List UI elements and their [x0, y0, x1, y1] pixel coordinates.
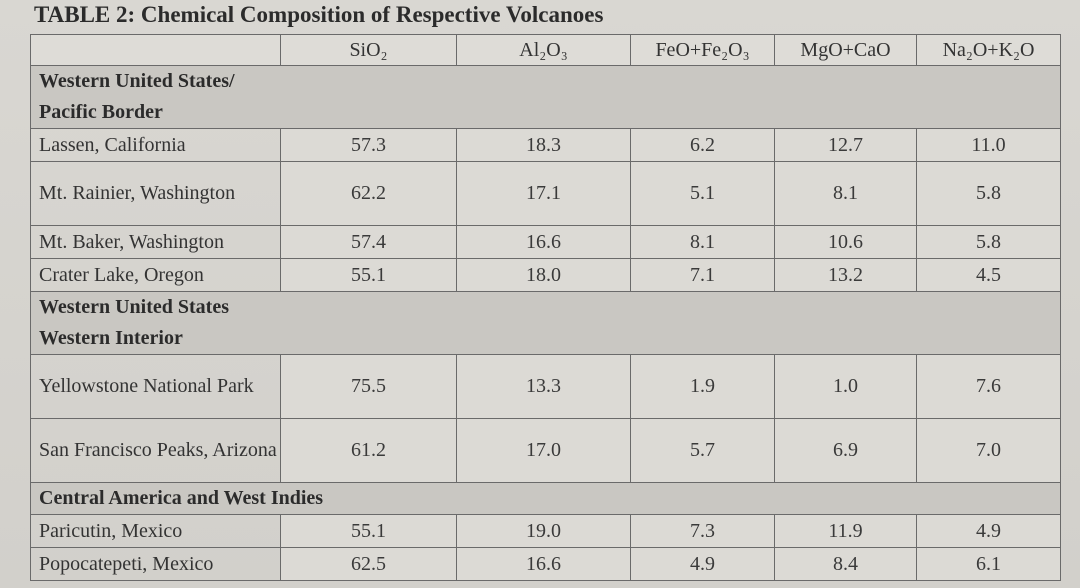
value-al2o3: 16.6	[456, 225, 631, 259]
header-mgo-cao: MgO+CaO	[774, 34, 917, 66]
header-feo-fe2o3: FeO+Fe₂O₃	[630, 34, 775, 66]
table-row: Crater Lake, Oregon 55.1 18.0 7.1 13.2 4…	[30, 258, 1061, 292]
table-row: Yellowstone National Park 75.5 13.3 1.9 …	[30, 354, 1061, 419]
section-heading: Central America and West Indies	[30, 482, 1061, 515]
volcano-name: Crater Lake, Oregon	[30, 258, 281, 292]
value-sio2: 75.5	[280, 354, 457, 419]
header-al2o3: Al₂O₃	[456, 34, 631, 66]
value-mgo-cao: 12.7	[774, 128, 917, 162]
value-mgo-cao: 11.9	[774, 514, 917, 548]
volcano-name: Lassen, California	[30, 128, 281, 162]
volcano-name: Mt. Rainier, Washington	[30, 161, 281, 226]
section-heading-line: Central America and West Indies	[39, 487, 324, 509]
value-na2o-k2o: 11.0	[916, 128, 1061, 162]
value-sio2: 57.3	[280, 128, 457, 162]
value-sio2: 62.5	[280, 547, 457, 581]
volcano-name: San Francisco Peaks, Arizona	[30, 418, 281, 483]
section-heading-line: Western United States/	[39, 70, 235, 92]
value-al2o3: 19.0	[456, 514, 631, 548]
table-row: San Francisco Peaks, Arizona 61.2 17.0 5…	[30, 418, 1061, 483]
value-sio2: 62.2	[280, 161, 457, 226]
section-heading-line: Western United States	[39, 296, 229, 318]
value-sio2: 55.1	[280, 258, 457, 292]
section-heading-line: Western Interior	[39, 327, 183, 349]
value-mgo-cao: 6.9	[774, 418, 917, 483]
value-mgo-cao: 10.6	[774, 225, 917, 259]
section-heading-cell: Western United States Western Interior	[30, 291, 1061, 355]
header-sio2: SiO₂	[280, 34, 457, 66]
table-row: Mt. Rainier, Washington 62.2 17.1 5.1 8.…	[30, 161, 1061, 226]
value-sio2: 57.4	[280, 225, 457, 259]
section-heading-cell: Western United States/ Pacific Border	[30, 65, 1061, 129]
volcano-name: Paricutin, Mexico	[30, 514, 281, 548]
value-feo-fe2o3: 5.7	[630, 418, 775, 483]
value-mgo-cao: 13.2	[774, 258, 917, 292]
section-heading: Western United States Western Interior	[30, 291, 1061, 355]
value-feo-fe2o3: 8.1	[630, 225, 775, 259]
value-sio2: 55.1	[280, 514, 457, 548]
value-feo-fe2o3: 4.9	[630, 547, 775, 581]
value-sio2: 61.2	[280, 418, 457, 483]
value-feo-fe2o3: 5.1	[630, 161, 775, 226]
section-heading: Western United States/ Pacific Border	[30, 65, 1061, 129]
table-row: Lassen, California 57.3 18.3 6.2 12.7 11…	[30, 128, 1061, 162]
section-heading-cell: Central America and West Indies	[30, 482, 1061, 515]
value-na2o-k2o: 5.8	[916, 225, 1061, 259]
value-al2o3: 16.6	[456, 547, 631, 581]
value-na2o-k2o: 4.5	[916, 258, 1061, 292]
volcano-name: Popocatepeti, Mexico	[30, 547, 281, 581]
header-row: SiO₂ Al₂O₃ FeO+Fe₂O₃ MgO+CaO Na₂O+K₂O	[30, 34, 1061, 66]
volcano-name: Yellowstone National Park	[30, 354, 281, 419]
table-row: Paricutin, Mexico 55.1 19.0 7.3 11.9 4.9	[30, 514, 1061, 548]
header-na2o-k2o: Na₂O+K₂O	[916, 34, 1061, 66]
table-row: Popocatepeti, Mexico 62.5 16.6 4.9 8.4 6…	[30, 547, 1061, 581]
value-mgo-cao: 1.0	[774, 354, 917, 419]
value-na2o-k2o: 5.8	[916, 161, 1061, 226]
value-mgo-cao: 8.1	[774, 161, 917, 226]
section-heading-line: Pacific Border	[39, 101, 163, 123]
table-title: TABLE 2: Chemical Composition of Respect…	[34, 2, 604, 27]
value-feo-fe2o3: 7.1	[630, 258, 775, 292]
value-al2o3: 17.0	[456, 418, 631, 483]
value-al2o3: 18.0	[456, 258, 631, 292]
value-feo-fe2o3: 1.9	[630, 354, 775, 419]
header-blank-cell	[30, 34, 281, 66]
composition-table: SiO₂ Al₂O₃ FeO+Fe₂O₃ MgO+CaO Na₂O+K₂O We…	[30, 34, 1061, 581]
value-al2o3: 18.3	[456, 128, 631, 162]
value-al2o3: 17.1	[456, 161, 631, 226]
value-na2o-k2o: 7.0	[916, 418, 1061, 483]
value-na2o-k2o: 6.1	[916, 547, 1061, 581]
table-row: Mt. Baker, Washington 57.4 16.6 8.1 10.6…	[30, 225, 1061, 259]
value-mgo-cao: 8.4	[774, 547, 917, 581]
volcano-name: Mt. Baker, Washington	[30, 225, 281, 259]
value-al2o3: 13.3	[456, 354, 631, 419]
value-na2o-k2o: 7.6	[916, 354, 1061, 419]
value-feo-fe2o3: 7.3	[630, 514, 775, 548]
value-na2o-k2o: 4.9	[916, 514, 1061, 548]
value-feo-fe2o3: 6.2	[630, 128, 775, 162]
